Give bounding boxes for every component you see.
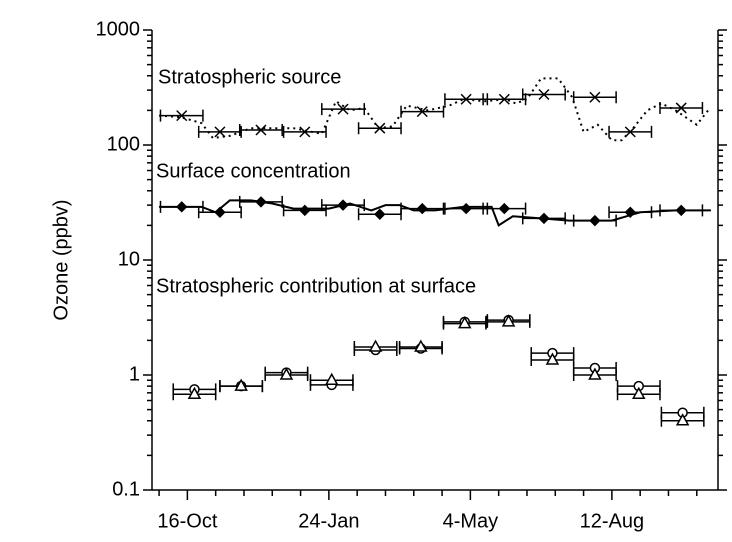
marker-x <box>299 126 311 138</box>
marker-triangle <box>501 314 516 327</box>
marker-x <box>214 126 226 138</box>
x-tick-label: 16-Oct <box>157 510 217 532</box>
marker-triangle <box>279 367 294 380</box>
marker-triangle <box>414 339 428 352</box>
y-tick-label: 1000 <box>96 18 141 40</box>
annotation: Stratospheric contribution at surface <box>156 275 476 297</box>
marker-triangle <box>234 378 248 391</box>
marker-x <box>589 91 601 103</box>
marker-diamond <box>374 208 386 220</box>
annotation: Stratospheric source <box>158 66 341 88</box>
y-tick-label: 10 <box>118 248 140 270</box>
marker-x <box>255 124 267 136</box>
y-tick-label: 1 <box>129 363 140 385</box>
marker-triangle <box>368 339 383 352</box>
marker-x <box>176 110 188 122</box>
marker-triangle <box>187 386 202 400</box>
marker-x <box>337 103 349 115</box>
y-tick-label: 100 <box>107 133 140 155</box>
x-tick-label: 12-Aug <box>580 510 645 532</box>
marker-triangle <box>457 316 472 329</box>
marker-triangle <box>545 352 560 365</box>
marker-x <box>460 93 472 105</box>
marker-x <box>498 93 510 105</box>
series-line <box>159 77 709 142</box>
marker-x <box>416 106 428 118</box>
marker-x <box>538 88 550 101</box>
series-line <box>159 199 711 227</box>
x-tick-label: 4-May <box>443 510 499 532</box>
x-tick-label: 24-Jan <box>298 510 359 532</box>
y-axis-label: Ozone (ppbv) <box>50 199 72 320</box>
marker-triangle <box>675 413 690 426</box>
annotation: Surface concentration <box>156 160 351 182</box>
marker-triangle <box>588 367 602 380</box>
marker-triangle <box>324 372 339 386</box>
marker-diamond <box>498 202 511 215</box>
marker-triangle <box>631 386 646 400</box>
marker-diamond <box>416 202 428 215</box>
y-tick-label: 0.1 <box>112 478 140 500</box>
marker-x <box>675 102 687 114</box>
marker-diamond <box>299 204 311 217</box>
marker-diamond <box>460 202 472 215</box>
